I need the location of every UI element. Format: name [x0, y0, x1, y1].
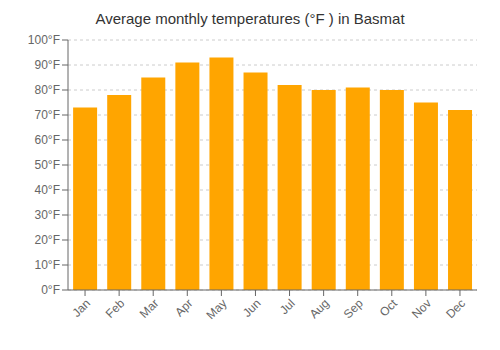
svg-text:10°F: 10°F	[35, 258, 60, 272]
svg-text:Feb: Feb	[103, 296, 128, 321]
svg-text:Jul: Jul	[277, 296, 298, 317]
svg-text:Oct: Oct	[377, 296, 401, 320]
svg-text:Sep: Sep	[341, 296, 366, 321]
svg-text:20°F: 20°F	[35, 233, 60, 247]
svg-text:Apr: Apr	[172, 296, 195, 319]
svg-text:80°F: 80°F	[35, 83, 60, 97]
svg-text:70°F: 70°F	[35, 108, 60, 122]
svg-text:0°F: 0°F	[41, 283, 60, 297]
html-text:Average monthly temperatures (: Average monthly temperatures (°F ) in Ba…	[95, 10, 405, 27]
svg-text:Dec: Dec	[443, 296, 468, 321]
svg-text:Nov: Nov	[409, 296, 434, 321]
svg-text:May: May	[204, 296, 230, 322]
svg-text:Mar: Mar	[137, 296, 162, 321]
svg-text:100°F: 100°F	[28, 33, 60, 47]
svg-text:30°F: 30°F	[35, 208, 60, 222]
svg-text:90°F: 90°F	[35, 58, 60, 72]
svg-text:60°F: 60°F	[35, 133, 60, 147]
svg-text:50°F: 50°F	[35, 158, 60, 172]
svg-text:Jan: Jan	[70, 296, 94, 320]
svg-text:Aug: Aug	[307, 296, 332, 321]
svg-text:Jun: Jun	[240, 296, 264, 320]
svg-text:40°F: 40°F	[35, 183, 60, 197]
